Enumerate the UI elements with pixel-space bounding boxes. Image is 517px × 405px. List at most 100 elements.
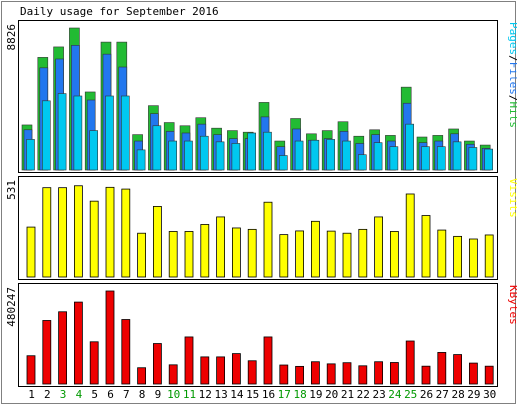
bar-visits-day-23 xyxy=(374,216,384,278)
bar-kbytes-day-18 xyxy=(295,365,305,385)
hits-series-label-part: Hits xyxy=(507,102,517,129)
bar-visits-day-7 xyxy=(121,188,131,278)
bar-kbytes-day-10 xyxy=(168,364,178,385)
bar-kbytes-day-23 xyxy=(374,361,384,385)
bar-kbytes-day-6 xyxy=(105,290,115,385)
x-tick-label-day-24: 24 xyxy=(388,388,402,401)
x-tick-label-day-6: 6 xyxy=(107,388,114,401)
bar-kbytes-day-12 xyxy=(200,356,210,385)
x-tick-label-day-5: 5 xyxy=(91,388,98,401)
bar-visits-day-18 xyxy=(295,230,305,278)
x-tick-label-day-19: 19 xyxy=(309,388,322,401)
x-tick-label-day-16: 16 xyxy=(262,388,275,401)
bar-kbytes-day-9 xyxy=(152,343,162,385)
bar-visits-day-30 xyxy=(484,234,494,278)
bar-visits-day-1 xyxy=(26,226,36,278)
bar-pages-day-3 xyxy=(57,93,67,171)
bar-kbytes-day-22 xyxy=(358,365,368,385)
bar-kbytes-day-7 xyxy=(121,319,131,385)
x-tick-label-day-12: 12 xyxy=(199,388,212,401)
bar-visits-day-20 xyxy=(326,230,336,278)
bar-visits-day-15 xyxy=(247,228,257,278)
visits-y-max-label: 531 xyxy=(5,180,18,200)
bar-pages-day-20 xyxy=(326,139,336,171)
x-tick-label-day-14: 14 xyxy=(230,388,244,401)
bar-kbytes-day-14 xyxy=(231,353,241,385)
kbytes-series-label: KBytes xyxy=(507,285,517,325)
x-tick-label-day-4: 4 xyxy=(76,388,83,401)
hits-series-label-part: Files xyxy=(507,62,517,95)
x-tick-label-day-3: 3 xyxy=(60,388,67,401)
x-axis-labels: 1 2 3 4 5 6 7 8 9 10 11 12 13 14 15 16 17 18 19 20 21 22 23 24 2… xyxy=(28,388,496,401)
bar-pages-day-27 xyxy=(436,146,446,171)
x-tick-label-day-29: 29 xyxy=(467,388,480,401)
bar-visits-day-19 xyxy=(310,220,320,278)
x-tick-label-day-1: 1 xyxy=(28,388,35,401)
bar-visits-day-27 xyxy=(437,229,447,278)
bar-pages-day-30 xyxy=(484,148,494,171)
bar-visits-day-11 xyxy=(184,231,194,278)
bar-kbytes-day-17 xyxy=(279,364,289,385)
visits-panel: 531 Visits xyxy=(5,176,517,280)
bar-kbytes-day-19 xyxy=(310,361,320,385)
bar-kbytes-day-25 xyxy=(405,340,415,385)
x-tick-label-day-21: 21 xyxy=(341,388,354,401)
hits-series-label-part: / xyxy=(507,95,517,102)
visits-series-label: Visits xyxy=(507,178,517,218)
bar-pages-day-28 xyxy=(452,141,462,171)
bar-visits-day-22 xyxy=(358,228,368,278)
bar-visits-day-14 xyxy=(231,227,241,278)
bar-visits-day-26 xyxy=(421,215,431,278)
bar-pages-day-1 xyxy=(26,139,35,171)
x-tick-label-day-20: 20 xyxy=(325,388,338,401)
bar-visits-day-6 xyxy=(105,186,115,278)
x-tick-label-day-11: 11 xyxy=(183,388,196,401)
hits-series-label-part: Pages xyxy=(507,22,517,55)
bar-kbytes-day-15 xyxy=(247,360,257,385)
bar-pages-day-6 xyxy=(105,95,114,171)
bar-visits-day-16 xyxy=(263,201,273,278)
bar-pages-day-26 xyxy=(421,146,430,171)
bar-kbytes-day-30 xyxy=(484,365,494,385)
bar-pages-day-10 xyxy=(168,140,177,171)
bar-visits-day-9 xyxy=(152,206,162,278)
bar-pages-day-24 xyxy=(389,146,399,171)
bar-pages-day-22 xyxy=(357,154,367,171)
bar-pages-day-4 xyxy=(73,95,83,171)
x-tick-label-day-17: 17 xyxy=(278,388,291,401)
bar-pages-day-15 xyxy=(247,132,256,171)
bar-pages-day-9 xyxy=(152,125,162,171)
kbytes-panel: 480247 KBytes xyxy=(5,283,517,387)
bar-visits-day-21 xyxy=(342,232,352,278)
bar-kbytes-day-29 xyxy=(468,362,478,385)
bar-kbytes-day-16 xyxy=(263,336,273,385)
bar-pages-day-21 xyxy=(342,140,351,171)
x-tick-label-day-9: 9 xyxy=(155,388,162,401)
x-tick-label-day-7: 7 xyxy=(123,388,130,401)
bar-kbytes-day-24 xyxy=(389,362,399,385)
bar-pages-day-5 xyxy=(89,130,98,171)
bar-pages-day-18 xyxy=(294,140,304,171)
x-tick-label-day-23: 23 xyxy=(372,388,385,401)
bar-visits-day-2 xyxy=(42,187,52,278)
bar-kbytes-day-27 xyxy=(437,352,447,385)
bar-kbytes-day-26 xyxy=(421,365,431,385)
bar-pages-day-16 xyxy=(263,131,272,171)
bar-kbytes-day-5 xyxy=(89,341,99,385)
bar-visits-day-17 xyxy=(279,234,289,278)
bar-kbytes-day-20 xyxy=(326,363,336,385)
bar-visits-day-25 xyxy=(405,193,415,278)
bar-kbytes-day-21 xyxy=(342,362,352,385)
x-tick-label-day-13: 13 xyxy=(214,388,227,401)
x-tick-label-day-28: 28 xyxy=(451,388,464,401)
x-tick-label-day-30: 30 xyxy=(483,388,496,401)
bar-pages-day-14 xyxy=(231,143,241,171)
x-tick-label-day-15: 15 xyxy=(246,388,259,401)
bar-kbytes-day-1 xyxy=(26,355,36,385)
bar-visits-day-5 xyxy=(89,200,99,278)
x-tick-label-day-10: 10 xyxy=(167,388,180,401)
bar-kbytes-day-28 xyxy=(453,354,463,385)
hits-y-max-label: 8826 xyxy=(5,24,18,51)
